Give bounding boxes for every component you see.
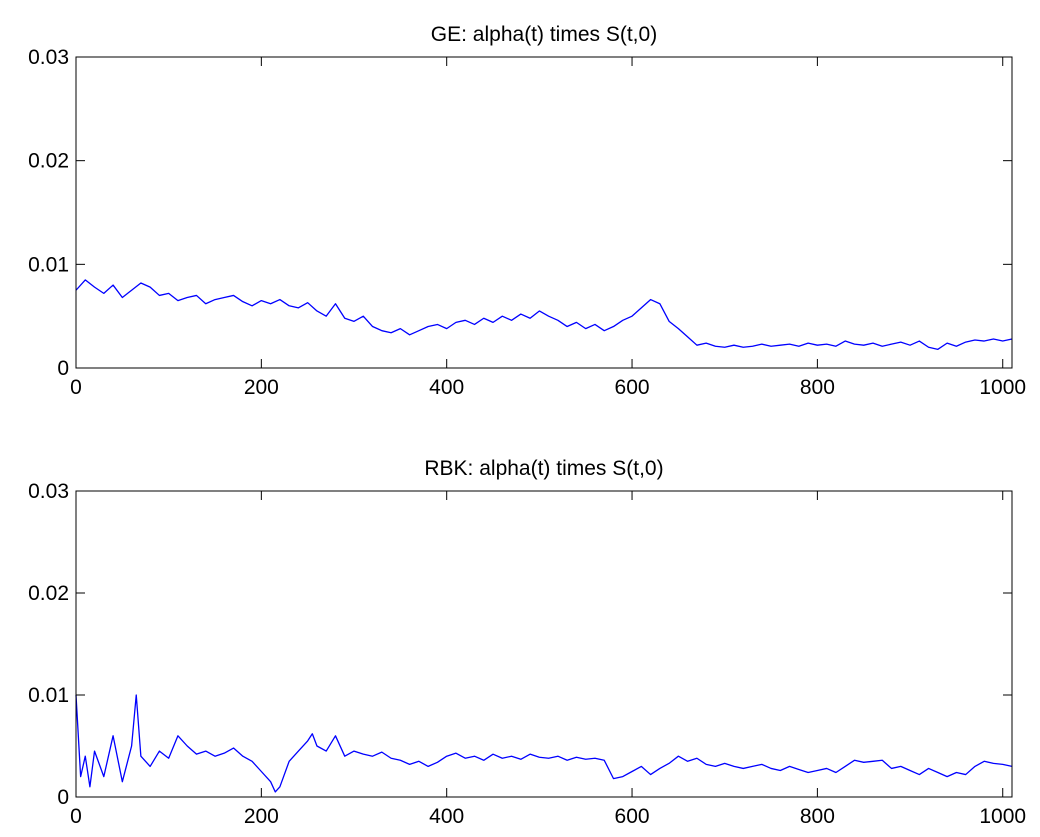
y-tick-label: 0: [57, 357, 69, 380]
x-tick-label: 0: [70, 376, 82, 399]
x-tick-label: 800: [800, 376, 835, 399]
x-tick-label: 400: [429, 805, 464, 828]
x-tick-label: 0: [70, 805, 82, 828]
y-tick-label: 0.02: [28, 582, 69, 605]
data-line-series-1: [75, 279, 1013, 350]
chart-title: RBK: alpha(t) times S(t,0): [424, 457, 663, 480]
y-tick-label: 0.01: [28, 684, 69, 707]
x-tick-label: 200: [244, 376, 279, 399]
ge-chart-panel: 0 200 400 600 800 1000 0 0.01 0.02 0.03 GE: alpha(…: [28, 23, 1026, 399]
x-tick-label: 1000: [979, 376, 1026, 399]
y-tick-label: 0.01: [28, 253, 69, 276]
plot-frame: [75, 490, 1013, 798]
x-tick-label: 600: [615, 376, 650, 399]
x-tick-label: 600: [615, 805, 650, 828]
plot-frame: [75, 56, 1013, 369]
x-tick-label: 400: [429, 376, 464, 399]
x-tick-label: 800: [800, 805, 835, 828]
x-tick-label: 200: [244, 805, 279, 828]
y-tick-label: 0.02: [28, 150, 69, 173]
y-tick-label: 0.03: [28, 46, 69, 69]
rbk-chart-panel: 0 200 400 600 800 1000 0 0.01 0.02 0.03 RBK: alpha…: [28, 457, 1026, 828]
chart-title: GE: alpha(t) times S(t,0): [431, 23, 657, 46]
data-line-series-1: [75, 694, 1013, 793]
y-tick-label: 0: [57, 786, 69, 809]
y-tick-label: 0.03: [28, 480, 69, 503]
x-tick-label: 1000: [979, 805, 1026, 828]
